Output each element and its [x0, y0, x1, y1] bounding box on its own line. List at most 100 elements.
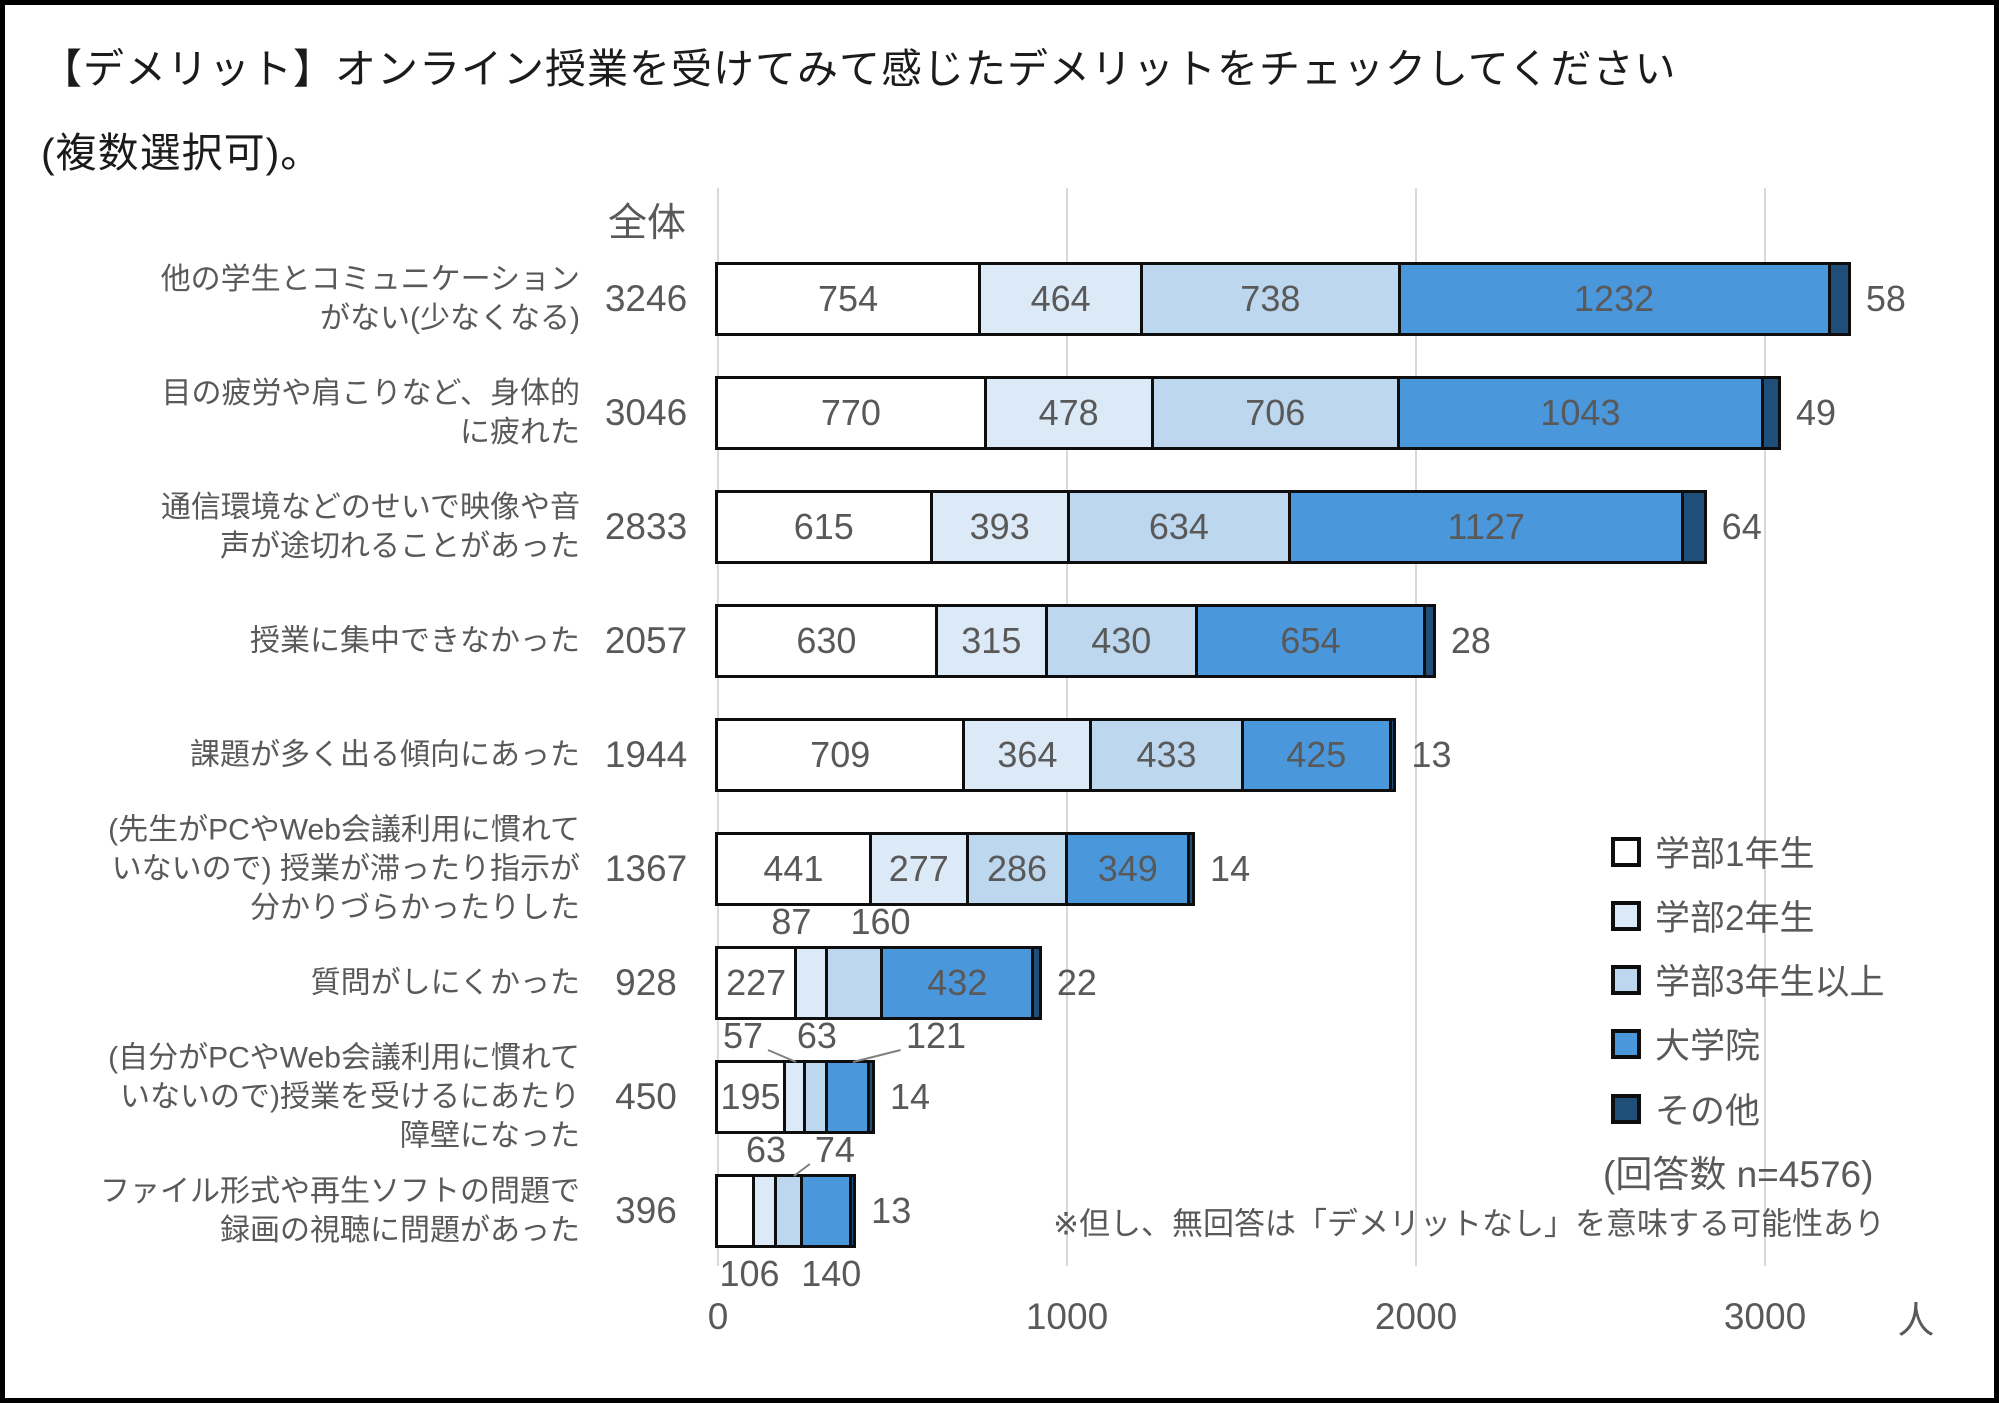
- bar-segment-その他: [1423, 604, 1436, 678]
- bar-segment-大学院: 349: [1065, 832, 1191, 906]
- bar-segment-その他: [1681, 490, 1707, 564]
- segment-label: 709: [810, 734, 871, 775]
- row-total: 1944: [604, 734, 688, 775]
- outside-label: 13: [871, 1190, 912, 1231]
- bar-segment-その他: [867, 1060, 876, 1134]
- row-total: 3046: [604, 392, 688, 433]
- legend-swatch: [1611, 900, 1641, 931]
- bar: 615 393 634 1127: [715, 490, 1707, 564]
- legend-label: その他: [1655, 1092, 1761, 1131]
- bar-segment-その他: [1388, 718, 1397, 792]
- legend-swatch: [1611, 1028, 1641, 1059]
- legend-swatch: [1611, 836, 1641, 867]
- outside-label: 14: [890, 1076, 931, 1117]
- bar-segment-学部2年生: 464: [978, 262, 1144, 336]
- segment-label: 227: [726, 962, 787, 1003]
- chart-title-line1: 【デメリット】オンライン授業を受けてみて感じたデメリットをチェックしてください: [41, 46, 1677, 92]
- segment-label: 315: [961, 620, 1022, 661]
- legend-swatch: [1611, 1093, 1641, 1124]
- bar-segment-学部2年生: 364: [962, 718, 1093, 792]
- segment-label: 441: [763, 848, 824, 889]
- segment-label: 432: [927, 962, 988, 1003]
- legend-swatch: [1611, 964, 1641, 995]
- gridline-2000: [1415, 188, 1417, 1266]
- segment-label: 478: [1038, 392, 1099, 433]
- row-total: 1367: [604, 848, 688, 889]
- segment-label: 277: [888, 848, 949, 889]
- segment-label: 393: [969, 506, 1030, 547]
- bar: 195: [715, 1060, 876, 1134]
- bar-segment-学部2年生: 277: [868, 832, 969, 906]
- segment-label: 433: [1136, 734, 1197, 775]
- bar-segment-学部1年生: [715, 1174, 755, 1248]
- segment-label: 654: [1280, 620, 1341, 661]
- row-total: 450: [615, 1076, 677, 1117]
- legend-item-学部2年生: 学部2年生: [1611, 890, 1814, 941]
- legend-item-その他: その他: [1611, 1083, 1760, 1134]
- bar-segment-学部2年生: 478: [983, 376, 1154, 450]
- segment-label: 1127: [1447, 506, 1525, 547]
- bar-segment-学部2年生: [794, 946, 828, 1020]
- bar-segment-学部1年生: 630: [715, 604, 938, 678]
- segment-label: 630: [796, 620, 857, 661]
- bar: [715, 1174, 857, 1248]
- segment-label: 195: [720, 1076, 781, 1117]
- bar-segment-大学院: 432: [880, 946, 1035, 1020]
- segment-label: 1043: [1540, 392, 1621, 433]
- outside-label: 13: [1411, 734, 1452, 775]
- bar-segment-学部2年生: 393: [929, 490, 1070, 564]
- category-label: 課題が多く出る傾向にあった: [190, 738, 580, 772]
- bar-segment-学部3年生以上: 738: [1140, 262, 1401, 336]
- bar: 227 432: [715, 946, 1042, 1020]
- bar-segment-学部1年生: 227: [715, 946, 798, 1020]
- segment-label: 430: [1091, 620, 1152, 661]
- bar-segment-その他: [1760, 376, 1782, 450]
- row-total: 3246: [604, 278, 688, 319]
- segment-label: 634: [1148, 506, 1209, 547]
- callout-label: 140: [801, 1253, 862, 1294]
- row-total: 2057: [604, 620, 688, 661]
- bar-segment-学部3年生以上: 430: [1044, 604, 1198, 678]
- bar-segment-その他: [1031, 946, 1042, 1020]
- bar-segment-その他: [1187, 832, 1196, 906]
- outside-label: 28: [1450, 620, 1491, 661]
- bar-segment-大学院: 425: [1240, 718, 1392, 792]
- callout-label: 63: [745, 1129, 787, 1170]
- outside-label: 22: [1056, 962, 1097, 1003]
- bar-segment-大学院: 654: [1194, 604, 1427, 678]
- callout-label: 121: [906, 1015, 967, 1056]
- segment-label: 738: [1240, 278, 1301, 319]
- segment-label: 770: [820, 392, 881, 433]
- callout-label: 57: [722, 1015, 764, 1056]
- bar: 709 364 433 425: [715, 718, 1397, 792]
- gridline-3000: [1764, 188, 1766, 1266]
- bar: 754 464 738 1232: [715, 262, 1851, 336]
- bar: 770 478 706 1043: [715, 376, 1782, 450]
- legend-item-大学院: 大学院: [1611, 1018, 1760, 1069]
- legend-label: 学部1年生: [1655, 835, 1815, 874]
- row-total: 396: [615, 1190, 677, 1231]
- bar: 630 315 430 654: [715, 604, 1436, 678]
- category-label: 通信環境などのせいで映像や音 声が途切れることがあった: [160, 491, 580, 563]
- axis-tick-label-0: 0: [707, 1296, 729, 1337]
- bar-segment-学部1年生: 195: [715, 1060, 787, 1134]
- segment-label: 615: [793, 506, 854, 547]
- bar-segment-学部3年生以上: [773, 1174, 803, 1248]
- bar-segment-学部1年生: 441: [715, 832, 872, 906]
- legend-label: 学部3年生以上: [1655, 963, 1885, 1002]
- chart-title-line2: (複数選択可)。: [41, 130, 323, 176]
- outside-label: 49: [1796, 392, 1837, 433]
- legend-item-学部3年生以上: 学部3年生以上: [1611, 954, 1884, 1005]
- category-label: 授業に集中できなかった: [250, 624, 580, 658]
- axis-tick-label-3000: 3000: [1723, 1296, 1807, 1337]
- outside-label: 58: [1865, 278, 1906, 319]
- bar-segment-学部3年生以上: 433: [1089, 718, 1244, 792]
- callout-label: 106: [719, 1253, 780, 1294]
- outside-label: 64: [1721, 506, 1762, 547]
- bar-segment-学部3年生以上: 706: [1150, 376, 1400, 450]
- footnote: ※但し、無回答は「デメリットなし」を意味する可能性あり: [1053, 1206, 1885, 1242]
- bar-segment-大学院: 1232: [1397, 262, 1831, 336]
- category-label: ファイル形式や再生ソフトの問題で 録画の視聴に問題があった: [100, 1175, 580, 1247]
- bar-segment-学部3年生以上: 286: [965, 832, 1069, 906]
